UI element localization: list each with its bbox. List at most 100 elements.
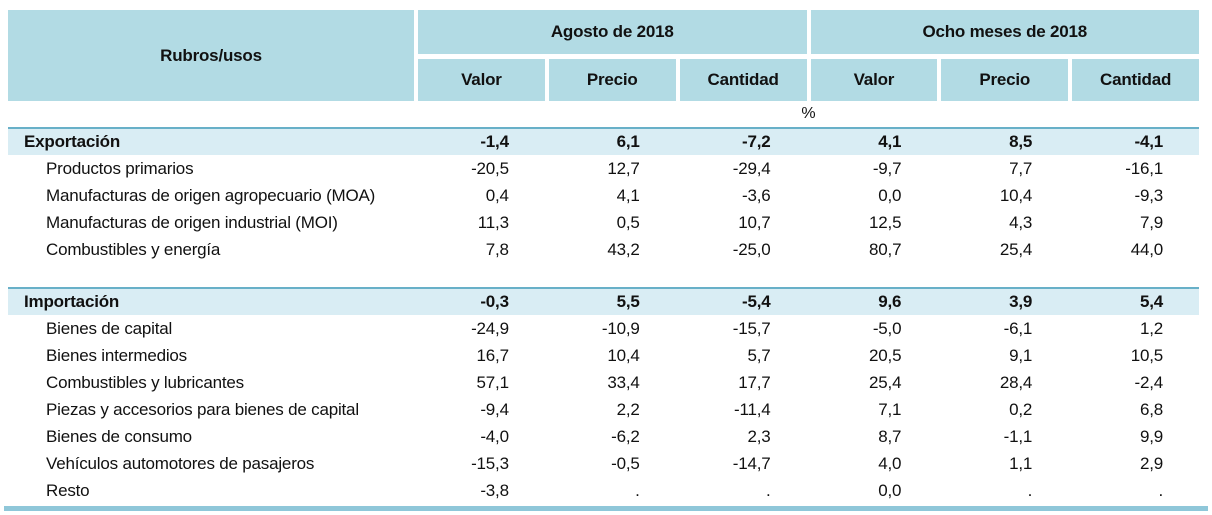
value-cell: -15,3 [471,453,509,473]
value-cell: 10,4 [607,345,640,365]
value-cell: 4,1 [878,132,902,151]
row-label: Bienes de capital [46,318,173,338]
value-cell: 10,7 [738,212,771,232]
value-cell: -9,7 [872,158,902,178]
table-row-piezas-y-accesorios-para-bienes-de-capital: Piezas y accesorios para bienes de capit… [8,396,1199,423]
row-label: Bienes de consumo [46,426,192,446]
value-cell: -10,9 [601,318,640,338]
value-cell: -24,9 [471,318,509,338]
value-cell: -6,2 [611,426,640,446]
col-header-precio-ocho-meses: Precio [941,59,1069,101]
row-label: Manufacturas de origen industrial (MOI) [46,212,338,232]
value-cell: -3,6 [742,185,771,205]
col-header-cantidad-ocho-meses: Cantidad [1072,59,1199,101]
value-cell: 10,5 [1130,345,1163,365]
value-cell: 2,9 [1139,453,1163,473]
value-cell: 25,4 [869,372,902,392]
value-cell: -5,4 [742,292,771,311]
section-row-exportacion: Exportación -1,4 6,1 -7,2 4,1 8,5 -4,1 [8,127,1199,155]
value-cell: 17,7 [738,372,771,392]
value-cell: 0,0 [878,185,902,205]
value-cell: 43,2 [607,239,640,259]
value-cell: 12,5 [869,212,902,232]
value-cell: 1,1 [1009,453,1033,473]
col-header-valor-ocho-meses: Valor [810,59,938,101]
value-cell: 2,3 [747,426,771,446]
value-cell: -29,4 [732,158,771,178]
value-cell: 4,3 [1009,212,1033,232]
value-cell: 0,4 [485,185,509,205]
value-cell: . [765,480,771,500]
value-cell: -5,0 [872,318,902,338]
section-label: Exportación [24,132,121,151]
value-cell: 1,2 [1139,318,1163,338]
value-cell: 0,2 [1009,399,1033,419]
row-label: Productos primarios [46,158,194,178]
value-cell: 20,5 [869,345,902,365]
value-cell: 0,0 [878,480,902,500]
value-cell: 80,7 [869,239,902,259]
value-cell: -16,1 [1125,158,1163,178]
value-cell: 7,1 [878,399,902,419]
value-cell: 28,4 [999,372,1033,392]
value-cell: . [1027,480,1033,500]
value-cell: -9,4 [480,399,509,419]
value-cell: -7,2 [742,132,771,151]
col-header-precio-agosto: Precio [548,59,676,101]
value-cell: -0,5 [611,453,640,473]
table-row-productos-primarios: Productos primarios -20,5 12,7 -29,4 -9,7 7,7… [8,155,1199,182]
value-cell: 7,8 [485,239,509,259]
value-cell: 4,1 [616,185,640,205]
value-cell: 9,1 [1009,345,1033,365]
table-row-manufacturas-de-origen-industrial-moi: Manufacturas de origen industrial (MOI) 1… [8,209,1199,236]
value-cell: -9,3 [1134,185,1164,205]
col-header-cantidad-agosto: Cantidad [679,59,807,101]
value-cell: -2,4 [1134,372,1164,392]
table-header: Rubros/usos Agosto de 2018 Ocho meses de… [8,10,1199,101]
value-cell: . [635,480,640,500]
table-body: Exportación -1,4 6,1 -7,2 4,1 8,5 -4,1 Producto… [0,127,1212,504]
table-row-resto: Resto -3,8.. 0,0.. [8,477,1199,504]
col-group-ocho-meses-2018: Ocho meses de 2018 [810,10,1199,54]
value-cell: -0,3 [480,292,509,311]
value-cell: -11,4 [734,399,771,419]
value-cell: -1,1 [1003,426,1033,446]
table-row-combustibles-y-energia: Combustibles y energía 7,8 43,2 -25,0 80,7 25… [8,236,1199,263]
row-label: Piezas y accesorios para bienes de capit… [46,399,359,419]
section-row-importacion: Importación -0,3 5,5 -5,4 9,6 3,9 5,4 [8,287,1199,315]
value-cell: -4,0 [480,426,509,446]
value-cell: 5,4 [1139,292,1163,311]
section-spacer [0,263,1212,287]
value-cell: -15,7 [732,318,771,338]
value-cell: 7,9 [1139,212,1163,232]
value-cell: 44,0 [1130,239,1163,259]
value-cell: 33,4 [607,372,640,392]
row-label: Resto [46,480,90,500]
value-cell: 11,3 [477,212,509,232]
table-row-bienes-de-consumo: Bienes de consumo -4,0 -6,2 2,3 8,7 -1,1 9,9 [8,423,1199,450]
value-cell: -14,7 [732,453,771,473]
value-cell: . [1158,480,1163,500]
value-cell: -20,5 [471,158,509,178]
value-cell: 6,8 [1139,399,1163,419]
row-label: Combustibles y lubricantes [46,372,244,392]
value-cell: 3,9 [1009,292,1033,311]
value-cell: 7,7 [1009,158,1033,178]
value-cell: 12,7 [607,158,640,178]
value-cell: 57,1 [476,372,509,392]
value-cell: -25,0 [732,239,771,259]
corner-header-cell: Rubros/usos [8,10,414,101]
value-cell: -4,1 [1134,132,1164,151]
value-cell: 6,1 [616,132,640,151]
row-label: Vehículos automotores de pasajeros [46,453,315,473]
percent-unit-label: % [801,105,816,122]
value-cell: 5,7 [747,345,771,365]
value-cell: 4,0 [878,453,902,473]
value-cell: -3,8 [480,480,509,500]
value-cell: 10,4 [999,185,1033,205]
table-row-bienes-de-capital: Bienes de capital -24,9 -10,9 -15,7 -5,0 -6,1… [8,315,1199,342]
value-cell: 9,6 [878,292,902,311]
value-cell: 8,5 [1009,132,1033,151]
row-label: Combustibles y energía [46,239,221,259]
